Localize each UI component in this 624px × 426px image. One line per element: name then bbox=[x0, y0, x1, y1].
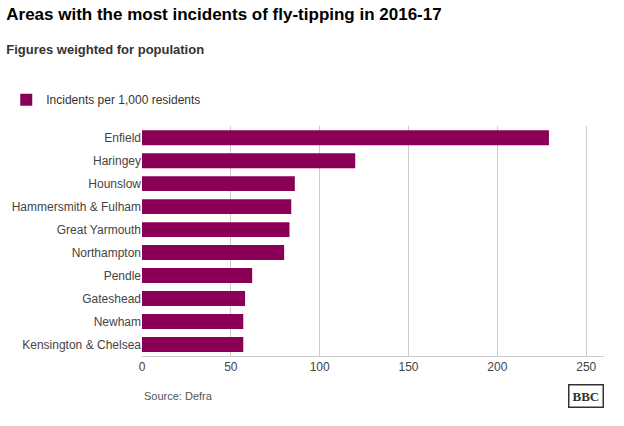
svg-text:100: 100 bbox=[310, 360, 330, 374]
svg-text:Pendle: Pendle bbox=[104, 269, 142, 283]
svg-text:BBC: BBC bbox=[573, 389, 600, 404]
svg-text:Great Yarmouth: Great Yarmouth bbox=[57, 223, 141, 237]
svg-text:Newham: Newham bbox=[94, 315, 141, 329]
svg-text:Kensington & Chelsea: Kensington & Chelsea bbox=[22, 338, 141, 352]
svg-text:Incidents per 1,000 residents: Incidents per 1,000 residents bbox=[46, 93, 200, 107]
svg-text:Northampton: Northampton bbox=[72, 246, 141, 260]
svg-text:150: 150 bbox=[399, 360, 419, 374]
svg-text:Gateshead: Gateshead bbox=[82, 292, 141, 306]
svg-text:0: 0 bbox=[139, 360, 146, 374]
svg-text:Source: Defra: Source: Defra bbox=[144, 390, 213, 402]
svg-text:Haringey: Haringey bbox=[93, 154, 141, 168]
svg-text:Hounslow: Hounslow bbox=[88, 177, 141, 191]
svg-text:50: 50 bbox=[224, 360, 238, 374]
svg-text:250: 250 bbox=[576, 360, 596, 374]
svg-text:Enfield: Enfield bbox=[104, 131, 141, 145]
svg-text:Hammersmith & Fulham: Hammersmith & Fulham bbox=[12, 200, 141, 214]
svg-text:200: 200 bbox=[487, 360, 507, 374]
svg-text:Areas with the most incidents: Areas with the most incidents of fly-tip… bbox=[6, 5, 441, 24]
svg-text:Figures weighted for populatio: Figures weighted for population bbox=[6, 42, 204, 57]
